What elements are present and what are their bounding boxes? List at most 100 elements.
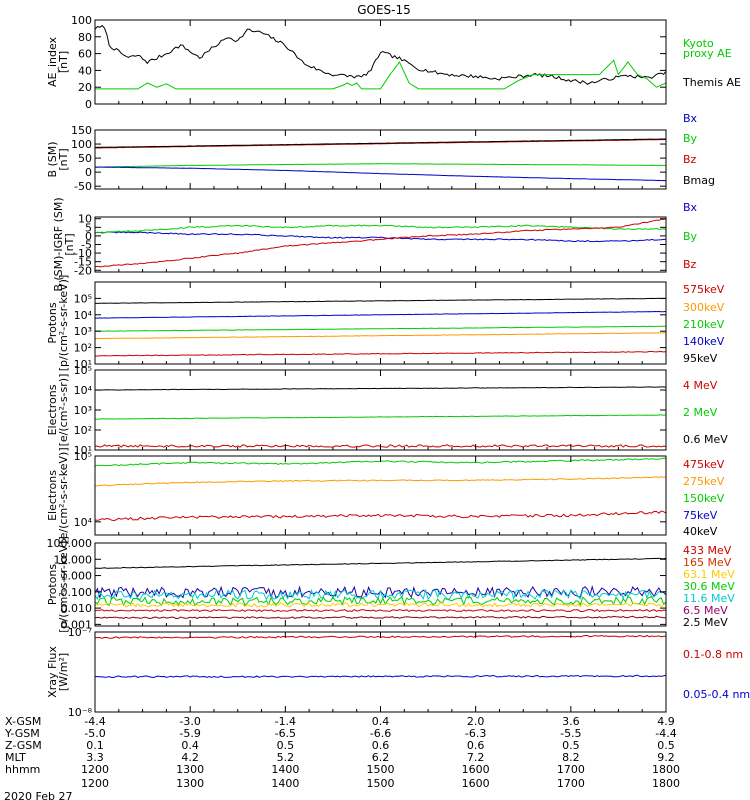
legend-protons_high-5: 6.5 MeV bbox=[683, 604, 728, 617]
footer-value: 0.4 bbox=[372, 715, 390, 728]
series-ae-1 bbox=[95, 59, 667, 90]
footer-value: -5.9 bbox=[179, 727, 200, 740]
y-tick-label: 10.000 bbox=[54, 553, 93, 566]
series-protons_low-3 bbox=[94, 332, 667, 340]
legend-db-1: By bbox=[683, 230, 698, 243]
y-tick-label: 10 bbox=[78, 213, 92, 226]
x-axis-footer: X-GSM -4.4 -3.0 -1.4 0.4 2.0 3.6 4.9 Y-GSM -5.0 -5… bbox=[4, 715, 680, 790]
panel-frame bbox=[94, 631, 667, 713]
legend-electrons_high-2: 0.6 MeV bbox=[683, 433, 728, 446]
legend-protons_low-0: 575keV bbox=[683, 283, 725, 296]
legend-xray-0: 0.1-0.8 nm bbox=[683, 648, 743, 661]
y-axis-label: B (SM)-IGRF (SM)[nT] bbox=[52, 197, 76, 291]
series-protons_high-6 bbox=[94, 615, 666, 620]
y-axis-label: AE_index[nT] bbox=[46, 36, 70, 87]
y-tick-label: -15 bbox=[74, 256, 92, 269]
y-tick-label: 5 bbox=[85, 221, 92, 234]
y-tick-label: 10⁵ bbox=[74, 450, 92, 463]
panel-electrons_low: 10⁴ 10⁵ Electrons[e/(cm²-s-sr-keV)] 475keV 2… bbox=[46, 447, 725, 543]
footer-value: 4.9 bbox=[657, 715, 675, 728]
x-time-tick-label: 1800 bbox=[652, 777, 680, 790]
series-protons_low-4 bbox=[94, 350, 667, 357]
y-tick-label: 0.010 bbox=[61, 602, 93, 615]
legend-protons_low-1: 300keV bbox=[683, 301, 725, 314]
panel-frame bbox=[94, 216, 667, 273]
footer-value: -1.4 bbox=[275, 715, 296, 728]
legend-electrons_high-0: 4 MeV bbox=[683, 379, 718, 392]
legend-electrons_low-1: 275keV bbox=[683, 475, 725, 488]
series-protons_low-2 bbox=[94, 325, 666, 332]
y-tick-label: 10⁴ bbox=[74, 309, 93, 322]
footer-row-label: Y-GSM bbox=[4, 727, 40, 740]
footer-value: 3.6 bbox=[562, 715, 580, 728]
y-axis-label: Electrons[e/(cm²-s-sr)] bbox=[46, 374, 70, 447]
footer-value: 1400 bbox=[271, 763, 299, 776]
series-b-1 bbox=[94, 138, 666, 148]
y-axis-label: Protons[p/(cm²-s-sr-keV)] bbox=[46, 536, 70, 633]
footer-value: 1300 bbox=[176, 763, 204, 776]
footer-value: -5.5 bbox=[560, 727, 581, 740]
y-tick-label: 10³ bbox=[74, 404, 92, 417]
y-tick-label: 10⁵ bbox=[74, 292, 92, 305]
footer-value: 6.2 bbox=[372, 751, 390, 764]
footer-value: 1800 bbox=[652, 763, 680, 776]
y-tick-label: 0 bbox=[85, 98, 92, 111]
y-tick-label: 0 bbox=[85, 166, 92, 179]
y-axis-label: Electrons[e/(cm²-s-sr-keV)] bbox=[46, 447, 70, 543]
footer-row-label: MLT bbox=[5, 751, 26, 764]
y-tick-label: 1.000 bbox=[61, 570, 93, 583]
y-tick-label: 0.001 bbox=[61, 618, 93, 631]
y-tick-label: 0 bbox=[85, 230, 92, 243]
y-tick-label: 150 bbox=[71, 124, 92, 137]
series-xray-1 bbox=[94, 674, 667, 679]
series-electrons_high-0 bbox=[94, 386, 667, 391]
y-axis-label: B (SM)[nT] bbox=[46, 141, 70, 177]
legend-ae-2: Themis AE bbox=[682, 76, 741, 89]
footer-value: -3.0 bbox=[179, 715, 200, 728]
footer-value: -6.5 bbox=[275, 727, 296, 740]
footer-row-label: hhmm bbox=[5, 763, 40, 776]
x-time-tick-label: 1400 bbox=[271, 777, 299, 790]
y-tick-label: 10² bbox=[74, 424, 92, 437]
legend-ae-0: Kyoto bbox=[683, 37, 714, 50]
y-tick-label: 10³ bbox=[74, 325, 92, 338]
footer-value: 0.5 bbox=[657, 739, 675, 752]
panel-frame bbox=[94, 542, 667, 627]
footer-value: 3.3 bbox=[86, 751, 104, 764]
y-tick-label: 50 bbox=[78, 152, 92, 165]
series-protons_high-5 bbox=[94, 608, 667, 613]
panel-frame bbox=[94, 369, 667, 451]
series-db-1 bbox=[94, 224, 667, 234]
legend-protons_high-0: 433 MeV bbox=[683, 544, 732, 557]
legend-ae-1: proxy AE bbox=[683, 47, 732, 60]
y-tick-label: 20 bbox=[78, 81, 92, 94]
footer-value: 0.4 bbox=[181, 739, 199, 752]
footer-value: 8.2 bbox=[562, 751, 580, 764]
x-time-tick-label: 1300 bbox=[176, 777, 204, 790]
series-db-2 bbox=[94, 218, 667, 268]
footer-value: 0.6 bbox=[372, 739, 390, 752]
legend-electrons_low-2: 150keV bbox=[683, 492, 725, 505]
legend-b-2: Bz bbox=[683, 153, 697, 166]
y-axis-label: Xray Flux[W/m²] bbox=[46, 646, 70, 698]
footer-value: 2.0 bbox=[467, 715, 485, 728]
series-electrons_low-2 bbox=[94, 510, 667, 522]
series-b-0 bbox=[94, 139, 667, 149]
legend-protons_low-2: 210keV bbox=[683, 318, 725, 331]
footer-value: 1200 bbox=[81, 763, 109, 776]
footer-value: 0.6 bbox=[467, 739, 485, 752]
series-protons_high-0 bbox=[94, 557, 667, 569]
legend-protons_low-3: 140keV bbox=[683, 335, 725, 348]
legend-protons_low-4: 95keV bbox=[683, 352, 718, 365]
y-tick-label: -50 bbox=[74, 180, 92, 193]
series-protons_high-4 bbox=[94, 602, 667, 608]
panel-electrons_high: 10¹ 10² 10³ 10⁴ 10⁵ Electrons[e/(cm²-s-sr)] 4 … bbox=[46, 364, 728, 457]
footer-value: 0.5 bbox=[277, 739, 295, 752]
footer-value: 1700 bbox=[557, 763, 585, 776]
y-tick-label: 0.100 bbox=[61, 586, 93, 599]
y-tick-label: 60 bbox=[78, 48, 92, 61]
panel-frame bbox=[94, 129, 667, 190]
y-tick-label: 100 bbox=[71, 14, 92, 27]
panel-frame bbox=[94, 19, 667, 105]
